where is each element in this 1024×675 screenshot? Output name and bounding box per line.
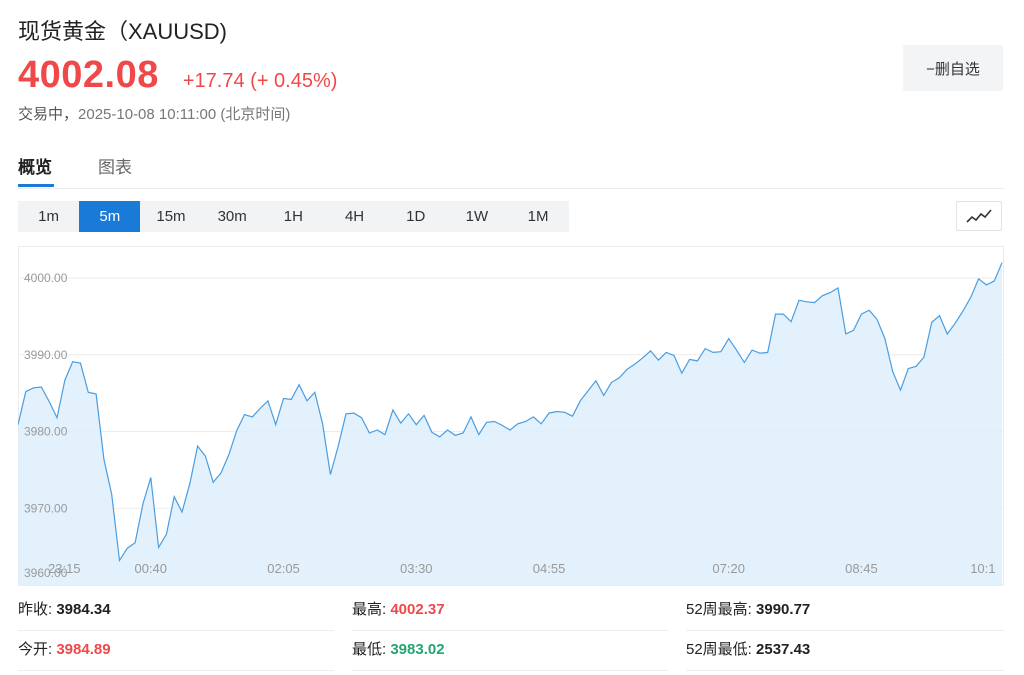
period-5m[interactable]: 5m xyxy=(79,201,141,232)
stat-prev-close: 昨收: 3984.34 xyxy=(18,596,334,631)
stat-label: 昨收: xyxy=(18,601,53,618)
stat-high: 最高: 4002.37 xyxy=(352,596,668,631)
y-tick-label: 3960.00 xyxy=(24,566,68,580)
x-tick-label: 00:40 xyxy=(134,561,167,576)
stat-open: 今开: 3984.89 xyxy=(18,636,334,671)
period-selector: 1m 5m 15m 30m 1H 4H 1D 1W 1M xyxy=(18,201,569,232)
x-tick-label: 23:15 xyxy=(48,561,81,576)
line-chart-icon xyxy=(966,209,992,223)
remove-watchlist-button[interactable]: −删自选 xyxy=(903,45,1003,91)
period-1w[interactable]: 1W xyxy=(465,208,489,225)
stat-label: 52周最低: xyxy=(686,641,752,658)
price-chart[interactable]: 4000.00 3990.00 3980.00 3970.00 3960.00 23:15… xyxy=(17,246,1004,586)
current-price: 4002.08 xyxy=(18,54,159,96)
stat-value: 3983.02 xyxy=(390,641,445,658)
instrument-title: 现货黄金（XAUUSD) xyxy=(18,19,228,44)
stat-52w-high: 52周最高: 3990.77 xyxy=(686,596,1004,631)
price-series-line xyxy=(17,262,1003,563)
stat-52w-low: 52周最低: 2537.43 xyxy=(686,636,1004,671)
y-tick-label: 4000.00 xyxy=(24,271,68,285)
price-area-fill xyxy=(18,262,1002,585)
y-tick-label: 3980.00 xyxy=(24,425,68,439)
period-1mo[interactable]: 1M xyxy=(527,208,549,225)
x-tick-label: 03:30 xyxy=(400,561,433,576)
period-1d[interactable]: 1D xyxy=(406,208,426,225)
stat-label: 今开: xyxy=(18,641,53,658)
x-tick-label: 02:05 xyxy=(267,561,300,576)
period-15m[interactable]: 15m xyxy=(156,208,186,225)
trading-status: 交易中，2025-10-08 10:11:00 (北京时间) xyxy=(18,103,290,124)
y-tick-label: 3970.00 xyxy=(24,501,68,515)
tab-bar: 概览 图表 xyxy=(18,150,1004,189)
period-4h[interactable]: 4H xyxy=(344,208,365,225)
x-tick-label: 07:20 xyxy=(712,561,745,576)
x-tick-label: 10:1 xyxy=(970,561,995,576)
status-timezone: (北京时间) xyxy=(220,106,291,123)
period-1h[interactable]: 1H xyxy=(283,208,303,225)
price-change: +17.74 (+ 0.45%) xyxy=(182,70,338,92)
chart-type-button[interactable] xyxy=(956,201,1002,231)
stat-value: 4002.37 xyxy=(390,601,445,618)
price-chart-svg: 4000.00 3990.00 3980.00 3970.00 3960.0023:15… xyxy=(17,246,1004,586)
period-1m[interactable]: 1m xyxy=(38,208,60,225)
stat-value: 2537.43 xyxy=(756,641,811,658)
stat-label: 最高: xyxy=(352,601,387,618)
tab-overview[interactable]: 概览 xyxy=(18,158,52,177)
stat-value: 3984.89 xyxy=(56,641,111,658)
stat-value: 3984.34 xyxy=(56,601,111,618)
x-tick-label: 04:55 xyxy=(533,561,566,576)
y-tick-label: 3990.00 xyxy=(24,348,68,362)
stat-low: 最低: 3983.02 xyxy=(352,636,668,671)
stat-value: 3990.77 xyxy=(756,601,811,618)
stat-label: 最低: xyxy=(352,641,387,658)
period-30m[interactable]: 30m xyxy=(217,208,247,225)
tab-chart[interactable]: 图表 xyxy=(98,158,132,177)
status-timestamp: 2025-10-08 10:11:00 xyxy=(78,106,217,123)
status-label: 交易中， xyxy=(18,106,79,123)
price-row: 4002.08 +17.74 (+ 0.45%) xyxy=(18,54,337,97)
stat-label: 52周最高: xyxy=(686,601,752,618)
active-tab-indicator xyxy=(18,184,54,187)
x-tick-label: 08:45 xyxy=(845,561,878,576)
